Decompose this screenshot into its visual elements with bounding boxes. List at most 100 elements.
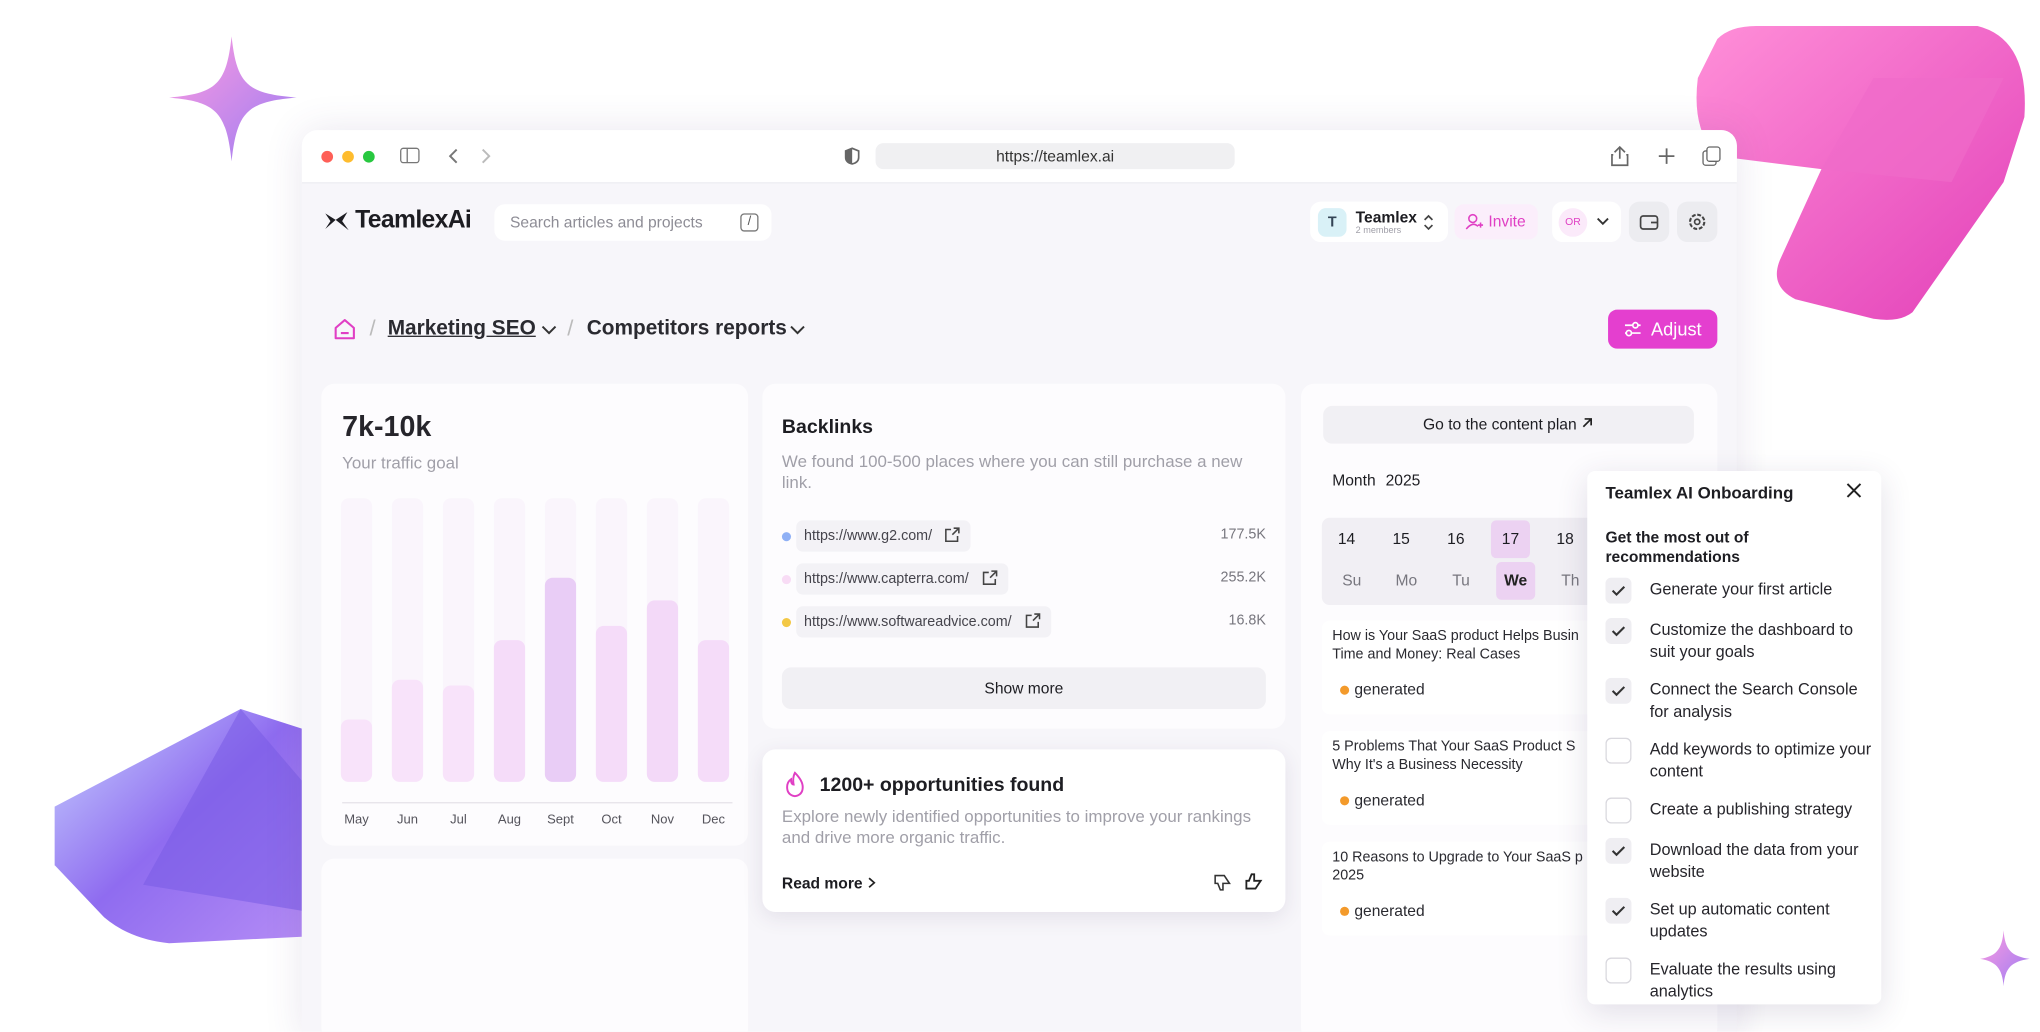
onboarding-steps: Generate your first article Customize the…: [1605, 577, 1872, 1018]
checkbox-box: [1605, 897, 1632, 924]
breadcrumb-separator: /: [369, 316, 376, 341]
empty-card: [321, 858, 749, 1032]
backlink-dot: [781, 617, 792, 628]
nav-icons[interactable]: [399, 146, 607, 167]
backlinks-list: https://www.g2.com/177.5K https://www.cap…: [781, 520, 1266, 649]
checkbox-checked: [1605, 897, 1632, 924]
onboarding-subtitle: Get the most out of recommendations: [1605, 528, 1749, 566]
check-mark: [1611, 846, 1626, 857]
onboarding-step[interactable]: Customize the dashboard to suit your goa…: [1605, 617, 1872, 664]
read-more-link[interactable]: Read more: [782, 874, 877, 892]
article-status: generated: [1354, 680, 1425, 699]
checkbox-box: [1605, 617, 1632, 645]
article-status: generated: [1354, 791, 1425, 810]
article-title-line: 2025: [1332, 867, 1365, 884]
day-weekday: Tu: [1452, 571, 1470, 590]
check-mark: [1611, 586, 1626, 597]
traffic-chart: May Jun Jul Aug Sept Oct Nov Dec: [340, 498, 733, 827]
browser-toolbar: https://teamlex.ai: [301, 130, 1737, 184]
url: https://teamlex.ai: [996, 147, 1115, 166]
status-dot: [1340, 906, 1350, 916]
backlink-url[interactable]: https://www.g2.com/: [796, 520, 972, 552]
onboarding-step[interactable]: Evaluate the results using analytics: [1605, 957, 1872, 1004]
bar: [442, 685, 475, 782]
chevron[interactable]: [790, 324, 806, 336]
checkbox-box: [1605, 957, 1632, 984]
onboarding-step[interactable]: Generate your first article: [1605, 577, 1872, 604]
opportunities-card: 1200+ opportunities found Explore newly …: [762, 749, 1286, 913]
show-more-button[interactable]: Show more: [781, 667, 1266, 710]
workspace-switcher[interactable]: T Teamlex 2 members: [1310, 201, 1449, 242]
backlink-url[interactable]: https://www.capterra.com/: [796, 563, 1008, 595]
backlink-dot: [781, 532, 792, 542]
breadcrumb-item[interactable]: Competitors reports: [586, 317, 787, 340]
checkbox: [1605, 797, 1632, 824]
search-box[interactable]: Search articles and projects /: [494, 204, 772, 241]
content-plan-button[interactable]: Go to the content plan: [1323, 405, 1694, 444]
read-more-label: Read more: [781, 874, 863, 893]
checkbox-box: [1605, 837, 1632, 864]
workspace-avatar: T: [1317, 208, 1347, 237]
backlink-value: 177.5K: [1220, 526, 1266, 543]
logo-text[interactable]: TeamlexAi: [355, 206, 472, 235]
x-tick-label: Dec: [702, 812, 726, 827]
day-date: 14: [1337, 529, 1356, 548]
minimize-dot[interactable]: [342, 150, 354, 163]
maximize-dot[interactable]: [362, 150, 375, 163]
checkbox-checked: [1605, 577, 1632, 604]
icon-path: [1025, 613, 1040, 628]
bar: [646, 600, 679, 782]
x-tick-label: Nov: [651, 812, 675, 827]
toolbar-actions[interactable]: [1607, 144, 1724, 167]
search-placeholder: Search articles and projects: [509, 213, 703, 232]
close-dot[interactable]: [321, 150, 334, 163]
checkbox-checked: [1605, 617, 1632, 645]
checkbox-box: [1605, 577, 1632, 604]
onboarding-step[interactable]: Download the data from your website: [1605, 837, 1872, 884]
traffic-value: 7k-10k: [342, 409, 432, 443]
logo-mark: [325, 212, 349, 231]
feedback-buttons[interactable]: [1213, 872, 1268, 893]
onboarding-step[interactable]: Add keywords to optimize your content: [1605, 737, 1872, 784]
x-tick-label: May: [344, 812, 369, 827]
settings-button[interactable]: [1677, 201, 1718, 242]
backlink-url-text: https://www.softwareadvice.com/: [804, 614, 1012, 630]
backlink-url[interactable]: https://www.softwareadvice.com/: [796, 606, 1051, 638]
checkbox-box: [1605, 677, 1632, 704]
user-menu[interactable]: OR: [1552, 201, 1622, 242]
onboarding-step[interactable]: Connect the Search Console for analysis: [1605, 677, 1872, 724]
x-tick-label: Aug: [498, 812, 521, 827]
step-text: Download the data from your website: [1649, 840, 1859, 881]
bar-track: [340, 498, 373, 782]
status-dot: [1340, 796, 1350, 806]
user-avatar: OR: [1558, 208, 1588, 237]
opportunities-description: Explore newly identified opportunities t…: [781, 806, 1252, 847]
arrow-icon: [1583, 418, 1593, 428]
onboarding-step[interactable]: Set up automatic content updates: [1605, 897, 1872, 944]
fire-icon: [786, 771, 804, 798]
breadcrumb-item[interactable]: Marketing SEO: [387, 317, 536, 340]
day-date: 16: [1447, 529, 1465, 548]
article-title-line: 5 Problems That Your SaaS Product S: [1332, 738, 1576, 755]
invite-button[interactable]: Invite: [1454, 204, 1538, 240]
wallet-button[interactable]: [1628, 201, 1670, 242]
step-text: Customize the dashboard to suit your goa…: [1649, 620, 1854, 661]
day-date: 17: [1490, 520, 1530, 559]
home-icon[interactable]: [333, 317, 356, 340]
opportunities-title: 1200+ opportunities found: [819, 774, 1065, 797]
content-plan-label: Go to the content plan: [1423, 415, 1577, 434]
backlink-value: 255.2K: [1220, 569, 1266, 586]
x-tick-label: Jul: [450, 812, 467, 827]
address-bar[interactable]: https://teamlex.ai: [875, 143, 1235, 170]
article-title-line: Time and Money: Real Cases: [1332, 646, 1521, 663]
check-mark: [1611, 906, 1626, 917]
close-button[interactable]: [1846, 483, 1862, 499]
adjust-button[interactable]: Adjust: [1608, 309, 1718, 349]
onboarding-step[interactable]: Create a publishing strategy: [1605, 797, 1872, 824]
chevron: [1597, 217, 1609, 226]
checkbox: [1605, 957, 1632, 984]
chevron[interactable]: [541, 324, 557, 336]
day-weekday: Th: [1561, 571, 1580, 590]
